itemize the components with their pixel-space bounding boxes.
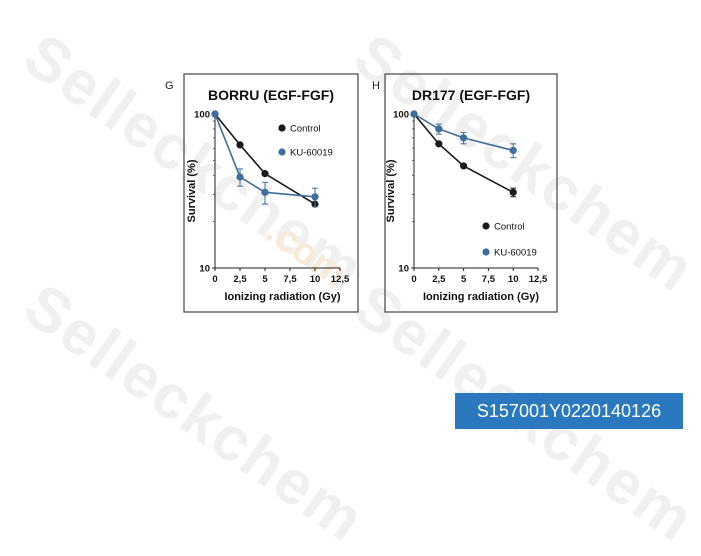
chart-frame: [384, 73, 558, 313]
x-tick-label: 2,5: [233, 274, 247, 285]
series-line: [413, 113, 514, 194]
legend-marker: [278, 148, 286, 156]
x-tick-label: 12,5: [529, 274, 548, 285]
chart-title: BORRU (EGF-FGF): [208, 87, 334, 103]
data-point: [410, 110, 418, 118]
chart-title: DR177 (EGF-FGF): [412, 87, 530, 103]
legend-label: KU-60019: [494, 248, 537, 259]
legend-label: KU-60019: [290, 148, 333, 159]
x-tick-label: 10: [508, 274, 519, 285]
chart-borru: BORRU (EGF-FGF) 0 2,5 5 7,5 10 12,5 10 100 Ioniz…: [183, 73, 359, 313]
x-tick-label: 2,5: [432, 274, 446, 285]
x-axis-label: Ionizing radiation (Gy): [224, 291, 340, 303]
image-code-badge: S157001Y0220140126: [455, 393, 683, 429]
data-point: [435, 125, 443, 133]
series-line: [413, 113, 514, 152]
x-tick-label: 5: [262, 274, 268, 285]
x-tick-label: 0: [212, 274, 217, 285]
y-axis-label: Survival (%): [186, 159, 198, 222]
x-tick-label: 0: [411, 274, 416, 285]
x-tick-label: 7,5: [283, 274, 297, 285]
x-tick-label: 7,5: [482, 274, 496, 285]
y-tick-label: 100: [393, 110, 409, 121]
x-tick-label: 5: [461, 274, 467, 285]
plot-area: 0 2,5 5 7,5 10 12,5 10 100 Ionizing radiation (G…: [186, 110, 350, 304]
y-axis-label: Survival (%): [385, 159, 397, 222]
series-line: [214, 113, 316, 198]
chart-frame: [183, 73, 359, 313]
chart-dr177: DR177 (EGF-FGF) 0 2,5 5 7,5 10 12,5 10 100 Ioniz…: [384, 73, 558, 313]
data-point: [211, 110, 219, 118]
series-line: [214, 113, 316, 205]
data-point: [236, 173, 244, 181]
data-point: [509, 146, 517, 155]
x-axis-label: Ionizing radiation (Gy): [423, 291, 539, 303]
panel-letter-g: G: [165, 80, 174, 92]
legend-marker: [482, 222, 490, 230]
data-point: [311, 193, 319, 201]
x-tick-label: 10: [310, 274, 321, 285]
legend-label: Control: [290, 124, 321, 135]
data-point: [261, 188, 269, 196]
data-point: [435, 140, 443, 148]
data-point: [509, 188, 517, 196]
panel-letter-h: H: [372, 80, 380, 92]
y-tick-label: 10: [199, 264, 210, 275]
legend-marker: [278, 124, 286, 132]
data-point: [236, 141, 244, 149]
legend-label: Control: [494, 222, 525, 233]
y-tick-label: 10: [398, 264, 409, 275]
data-point: [460, 134, 468, 142]
data-point: [460, 162, 468, 170]
data-point: [261, 170, 269, 178]
plot-area: 0 2,5 5 7,5 10 12,5 10 100 Ionizing radiation (G…: [385, 110, 548, 304]
legend-marker: [482, 248, 490, 256]
x-tick-label: 12,5: [331, 274, 350, 285]
y-tick-label: 100: [194, 110, 210, 121]
